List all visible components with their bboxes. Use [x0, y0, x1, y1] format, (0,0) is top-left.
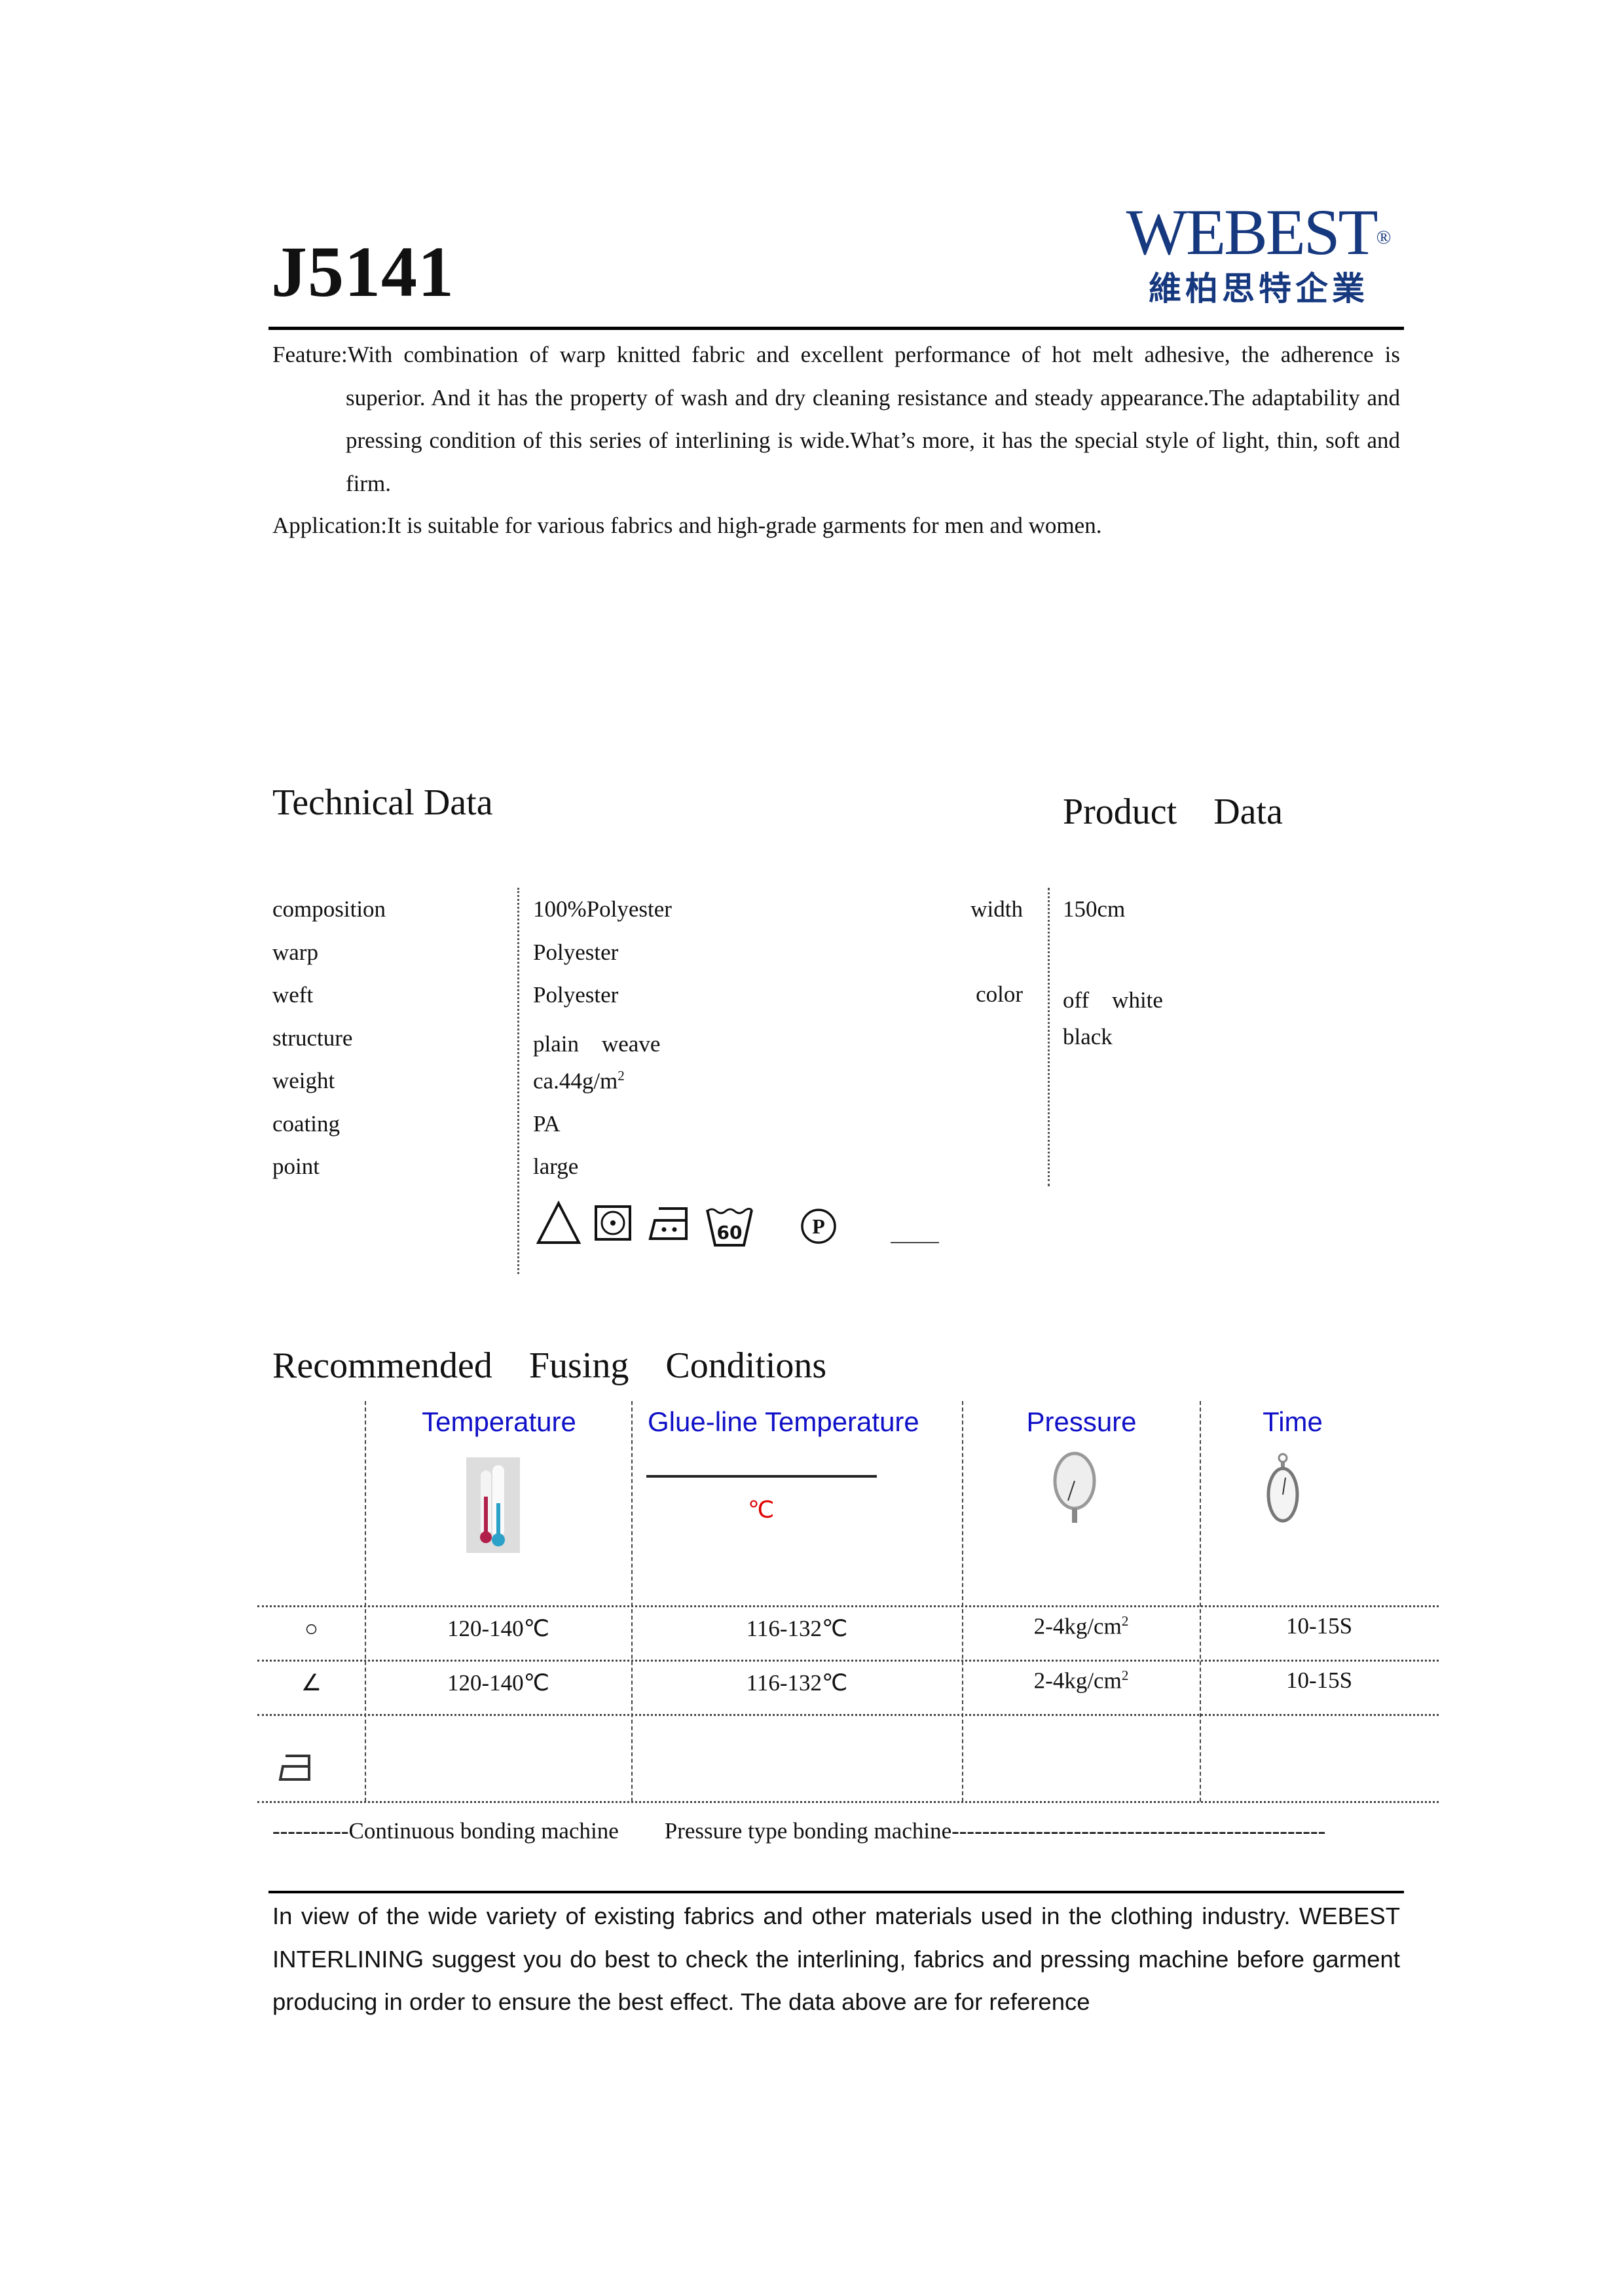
product-code: J5141 — [271, 232, 454, 312]
tech-label: coating — [272, 1110, 341, 1137]
color-value-2: black — [1063, 1024, 1113, 1049]
cell-text: ○ — [304, 1616, 319, 1641]
tech-value: PA — [533, 1111, 561, 1137]
tech-value-text: large — [533, 1154, 579, 1179]
tech-label: point — [272, 1154, 320, 1179]
dry-clean-p-icon: P — [801, 1209, 836, 1244]
col-divider — [962, 1401, 965, 1802]
cell-text: 116-132℃ — [746, 1616, 848, 1641]
glue-unit: ℃ — [748, 1497, 775, 1523]
superscript: 2 — [1121, 1613, 1129, 1629]
fusing-heading: Recommended Fusing Conditions — [272, 1345, 827, 1386]
tech-value: ca.44g/m2 — [533, 1068, 625, 1095]
application-label: Application: — [272, 513, 387, 538]
tumble-dry-icon — [595, 1205, 631, 1241]
header-temperature: Temperature — [422, 1406, 576, 1437]
application-text: It is suitable for various fabrics and h… — [386, 513, 1102, 538]
bonding-machine-legend: ----------Continuous bonding machine Pre… — [272, 1818, 1326, 1844]
feature-paragraph: Feature:With combination of warp knitted… — [272, 333, 1400, 505]
thermometer-icon — [466, 1457, 520, 1553]
cell-text: 120-140℃ — [447, 1616, 549, 1641]
cell-text: 10-15S — [1285, 1667, 1353, 1693]
header-rule — [268, 327, 1404, 330]
product-divider — [1048, 888, 1050, 1186]
care-blank-line — [891, 1242, 939, 1243]
circle-icon: ○ — [257, 1616, 365, 1642]
tech-divider — [517, 888, 519, 1274]
tech-value: Polyester — [533, 982, 618, 1008]
fusing-time-value: 10-15S — [1200, 1613, 1439, 1639]
svg-text:P: P — [812, 1214, 825, 1238]
col-divider — [1200, 1401, 1202, 1802]
glue-line-blank — [646, 1475, 877, 1478]
cell-text: 116-132℃ — [746, 1670, 848, 1696]
header-glue-line-temperature: Glue-line Temperature — [648, 1406, 919, 1437]
col-divider — [365, 1401, 367, 1802]
svg-text:60: 60 — [717, 1222, 743, 1243]
registered-mark: ® — [1376, 227, 1392, 248]
fusing-temperature-value: 120-140℃ — [365, 1670, 632, 1696]
tech-value-text: Polyester — [533, 939, 619, 965]
row-divider — [257, 1801, 1439, 1803]
color-label: color — [976, 981, 1023, 1007]
tech-value-text: PA — [533, 1110, 561, 1137]
cell-text: 10-15S — [1285, 1613, 1353, 1639]
header-time: Time — [1263, 1406, 1323, 1437]
logo-chinese: 維柏思特企業 — [1149, 270, 1369, 308]
row-divider — [257, 1714, 1439, 1716]
color-value-1: off white — [1063, 987, 1163, 1013]
tech-label: warp — [272, 939, 318, 965]
row-divider — [257, 1660, 1439, 1662]
pressure-gauge-icon — [1053, 1451, 1096, 1523]
feature-text: With combination of warp knitted fabric … — [346, 342, 1400, 496]
feature-label: Feature: — [272, 342, 348, 367]
bleach-triangle-icon — [536, 1201, 581, 1244]
angle-icon: ∠ — [257, 1670, 365, 1696]
fusing-glue-value: 116-132℃ — [631, 1670, 963, 1696]
application-paragraph: Application:It is suitable for various f… — [272, 504, 1400, 547]
tech-value-text: plain weave — [533, 1030, 661, 1057]
tech-label: structure — [272, 1025, 353, 1051]
tech-value-text: ca.44g/m — [533, 1068, 618, 1094]
tech-value: large — [533, 1154, 578, 1180]
width-value: 150cm — [1063, 896, 1126, 922]
tech-label: weft — [272, 982, 314, 1008]
stopwatch-icon — [1266, 1453, 1299, 1523]
wash-60-icon: 60 — [706, 1207, 753, 1247]
tech-label: weight — [272, 1068, 335, 1093]
cell-text: 120-140℃ — [447, 1670, 549, 1696]
cell-text: 2-4kg/cm — [1033, 1613, 1122, 1639]
header-pressure: Pressure — [1026, 1406, 1137, 1437]
tech-label: composition — [272, 896, 386, 922]
iron-two-dots-icon — [648, 1207, 688, 1240]
col-divider — [631, 1401, 634, 1802]
technical-data-heading: Technical Data — [272, 782, 493, 823]
fusing-glue-value: 116-132℃ — [631, 1616, 963, 1642]
iron-icon — [278, 1755, 310, 1781]
webest-logo: WEBEST® 維柏思特企業 — [1121, 200, 1396, 310]
fusing-time-value: 10-15S — [1200, 1667, 1439, 1694]
disclaimer-note: In view of the wide variety of existing … — [272, 1903, 1400, 2015]
tech-value-text: Polyester — [533, 982, 619, 1008]
fusing-pressure-value: 2-4kg/cm2 — [962, 1613, 1200, 1640]
tech-value-text: 100%Polyester — [533, 896, 672, 922]
fusing-temperature-value: 120-140℃ — [365, 1616, 632, 1642]
superscript: 2 — [1121, 1667, 1129, 1683]
row-divider — [257, 1605, 1439, 1607]
superscript: 2 — [618, 1068, 625, 1084]
footer-rule — [268, 1891, 1404, 1893]
cell-text: 2-4kg/cm — [1033, 1667, 1122, 1694]
logo-text: WEBEST — [1126, 196, 1378, 268]
tech-value: 100%Polyester — [533, 896, 672, 922]
tech-value: Polyester — [533, 939, 618, 966]
tech-value: plain weave — [533, 1025, 660, 1059]
product-data-heading: Product Data — [1063, 792, 1283, 832]
width-label: width — [970, 896, 1023, 922]
cell-text: ∠ — [301, 1670, 322, 1696]
fusing-pressure-value: 2-4kg/cm2 — [962, 1667, 1200, 1694]
